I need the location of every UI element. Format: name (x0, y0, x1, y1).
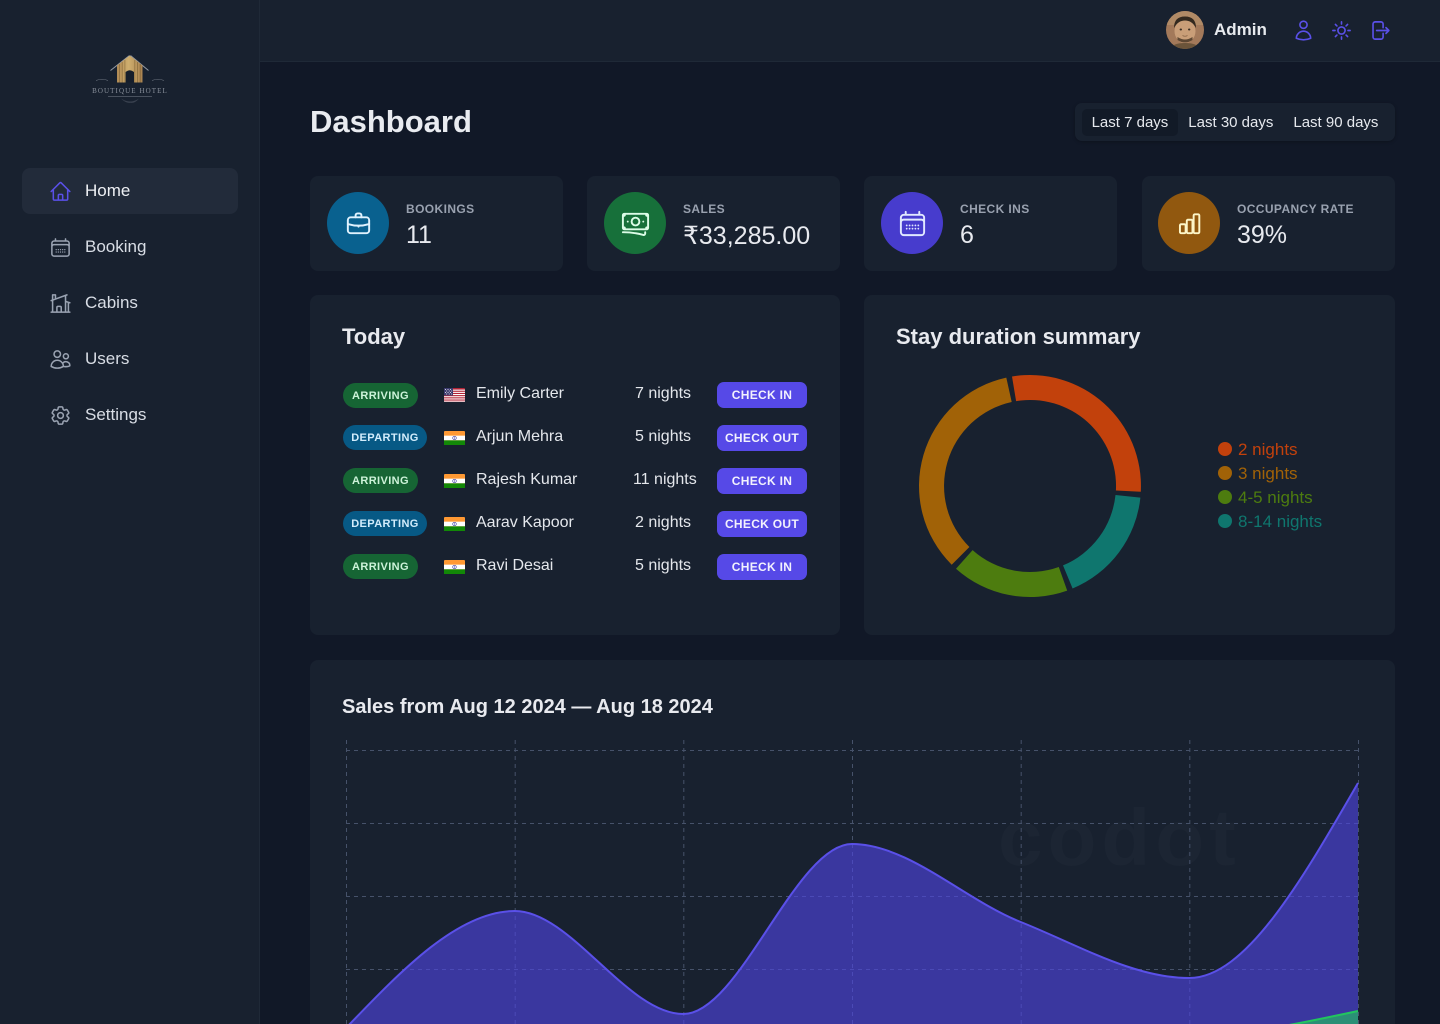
svg-text:BOUTIQUE HOTEL: BOUTIQUE HOTEL (92, 87, 168, 95)
